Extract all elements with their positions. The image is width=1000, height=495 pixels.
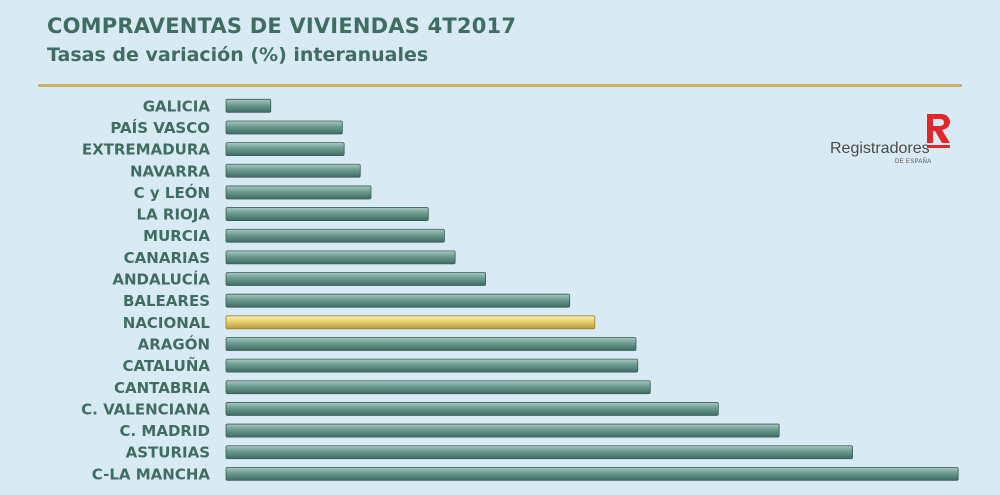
registradores-r-icon xyxy=(927,114,950,148)
category-label: C. VALENCIANA xyxy=(81,400,210,418)
bar-c-madrid xyxy=(225,423,780,438)
bar-canarias xyxy=(225,250,456,265)
logo-name: Registradores xyxy=(830,140,930,157)
bar-navarra xyxy=(225,163,361,178)
bar-baleares xyxy=(225,293,571,308)
chart-subtitle: Tasas de variación (%) interanuales xyxy=(47,44,429,66)
bar-país-vasco xyxy=(225,120,343,135)
bar-asturias xyxy=(225,445,853,460)
category-label: MURCIA xyxy=(143,227,210,245)
bar-andalucía xyxy=(225,272,486,286)
bar-extremadura xyxy=(225,142,345,157)
category-label: ARAGÓN xyxy=(138,334,210,353)
bar-galicia xyxy=(225,98,272,113)
category-label: ASTURIAS xyxy=(126,444,210,462)
title-divider xyxy=(38,84,962,87)
bar-murcia xyxy=(225,228,445,243)
category-label: CANARIAS xyxy=(124,249,210,267)
bar-c-la-mancha xyxy=(225,466,959,481)
bar-c-valenciana xyxy=(225,402,719,416)
category-label: ANDALUCÍA xyxy=(112,270,210,289)
bar-aragón xyxy=(225,337,637,351)
registradores-logo: Registradores DE ESPAÑA xyxy=(830,112,960,172)
chart-title: COMPRAVENTAS DE VIVIENDAS 4T2017 xyxy=(47,14,517,38)
category-label: C. MADRID xyxy=(120,422,211,440)
bar-nacional xyxy=(225,315,596,330)
category-label: C y LEÓN xyxy=(134,183,210,202)
category-label: PAÍS VASCO xyxy=(110,118,210,137)
category-label: GALICIA xyxy=(143,97,211,115)
category-label: EXTREMADURA xyxy=(82,141,211,159)
bar-cataluña xyxy=(225,358,639,373)
category-label: BALEARES xyxy=(123,292,210,310)
category-label: CATALUÑA xyxy=(123,356,211,375)
bar-la-rioja xyxy=(225,207,429,221)
category-label: C-LA MANCHA xyxy=(92,465,211,483)
category-label: NACIONAL xyxy=(123,314,211,332)
category-label: NAVARRA xyxy=(130,162,210,180)
bar-c-y-león xyxy=(225,185,372,200)
bar-cantabria xyxy=(225,380,651,395)
category-label: LA RIOJA xyxy=(137,206,211,224)
category-label: CANTABRIA xyxy=(114,379,210,397)
logo-subtitle: DE ESPAÑA xyxy=(895,159,932,165)
